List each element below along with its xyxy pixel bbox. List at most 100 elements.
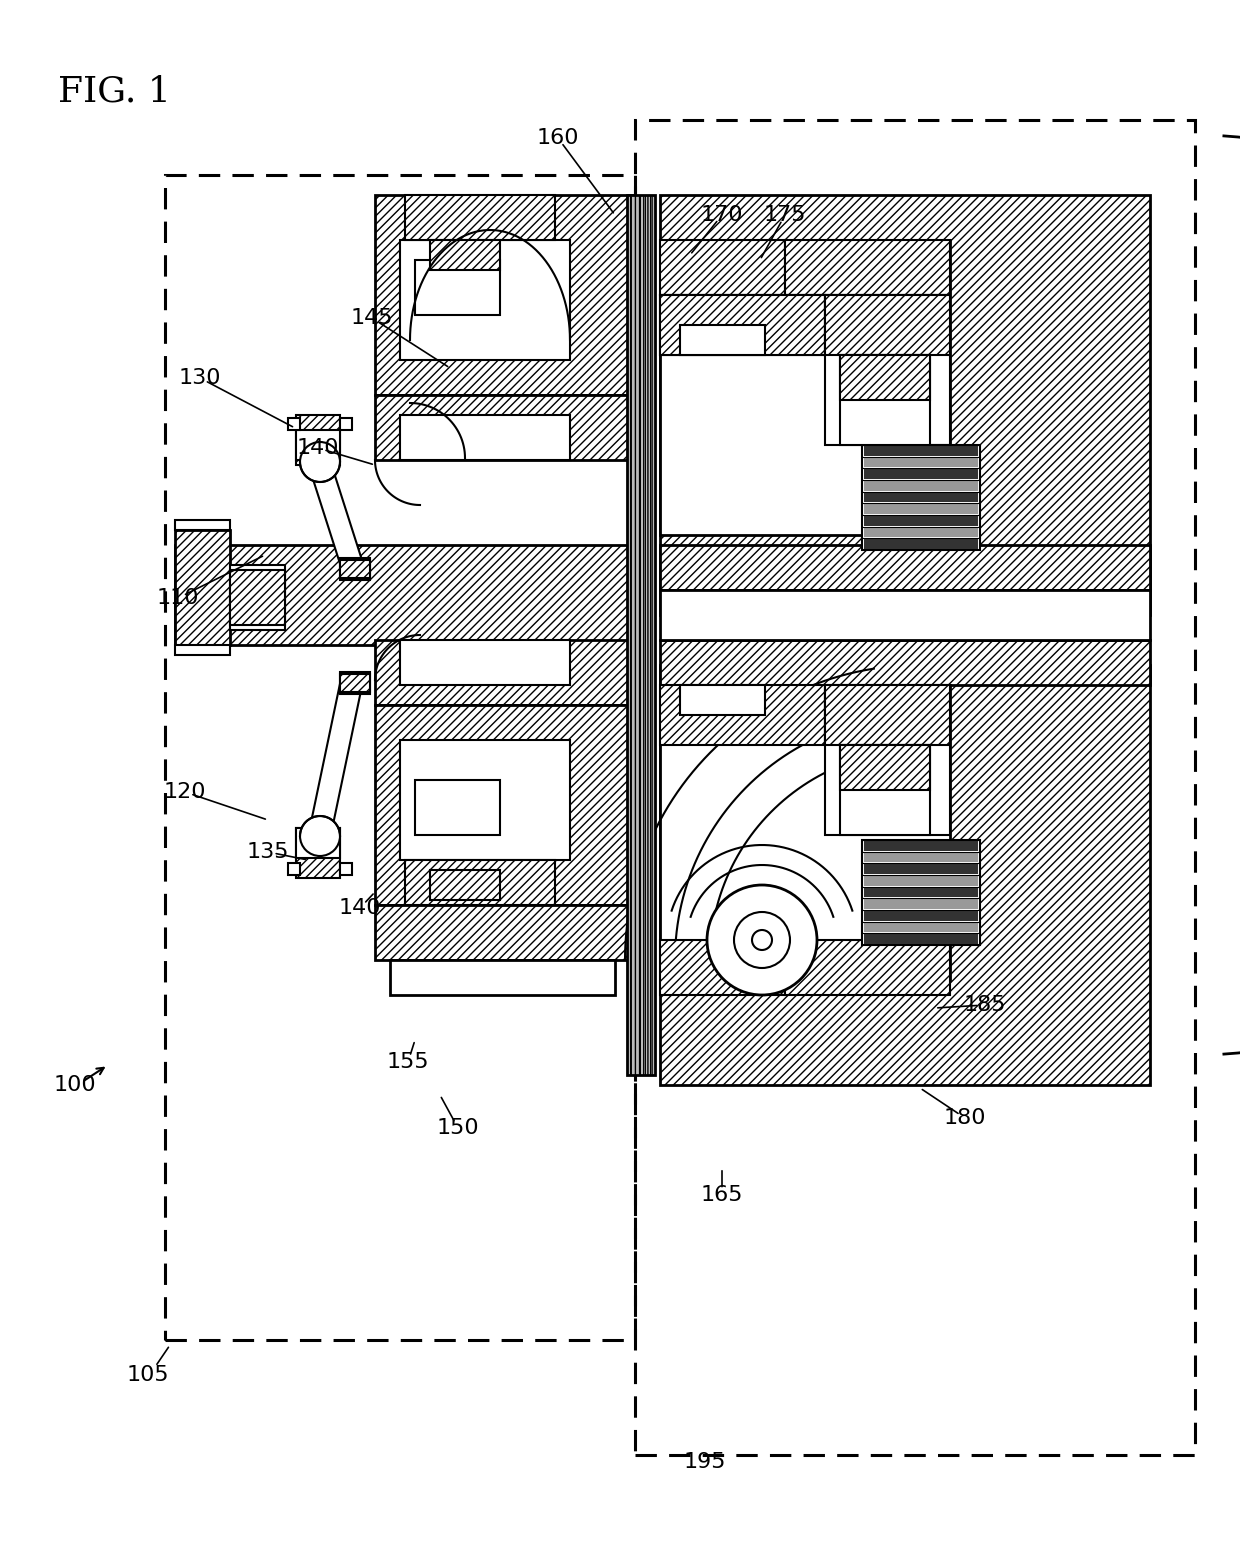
Bar	[288, 862, 300, 875]
Text: 130: 130	[179, 368, 221, 388]
Text: 155: 155	[387, 1052, 429, 1072]
Bar	[405, 861, 556, 905]
Bar	[864, 887, 978, 897]
Bar	[401, 415, 570, 460]
Circle shape	[300, 441, 340, 482]
Bar	[229, 570, 285, 624]
Bar	[864, 504, 978, 513]
Bar	[839, 355, 930, 401]
Bar	[660, 685, 950, 980]
Bar	[229, 565, 285, 631]
Circle shape	[751, 930, 773, 950]
Bar	[296, 415, 340, 465]
Bar	[660, 196, 1149, 615]
Bar	[864, 864, 978, 873]
Bar	[288, 418, 300, 430]
Bar	[864, 446, 978, 455]
Bar	[839, 355, 930, 444]
Bar	[340, 418, 352, 430]
Bar	[660, 665, 1149, 1085]
Bar	[175, 645, 229, 656]
Bar	[825, 685, 950, 745]
Bar	[340, 675, 370, 692]
Bar	[660, 590, 1149, 640]
Bar	[340, 862, 352, 875]
Bar	[165, 175, 635, 1340]
Bar	[825, 294, 950, 355]
Bar	[401, 740, 570, 861]
Text: 195: 195	[683, 1452, 727, 1473]
Bar	[864, 480, 978, 491]
Bar	[175, 545, 635, 645]
Bar	[660, 294, 825, 355]
Bar	[825, 685, 950, 836]
Bar	[415, 260, 500, 315]
Bar	[660, 941, 785, 995]
Bar	[862, 444, 980, 549]
Bar	[430, 870, 500, 900]
Text: 160: 160	[537, 128, 579, 149]
Bar	[430, 239, 500, 271]
Bar	[340, 671, 370, 693]
Circle shape	[300, 815, 340, 856]
Bar	[374, 196, 635, 394]
Bar	[660, 685, 825, 745]
Bar	[680, 685, 765, 715]
Bar	[374, 394, 635, 460]
Bar	[296, 430, 340, 460]
Text: 110: 110	[156, 588, 200, 607]
Bar	[296, 828, 340, 878]
Text: 120: 120	[164, 782, 206, 801]
Text: FIG. 1: FIG. 1	[58, 75, 171, 110]
Bar	[864, 516, 978, 526]
Bar	[401, 640, 570, 685]
Bar	[340, 559, 370, 581]
Bar	[839, 745, 930, 790]
Bar	[374, 704, 635, 905]
Bar	[340, 560, 370, 577]
Bar	[825, 294, 950, 444]
Bar	[839, 745, 930, 836]
Bar	[864, 840, 978, 851]
Bar	[680, 326, 765, 355]
Circle shape	[734, 912, 790, 969]
Bar	[864, 527, 978, 537]
Bar	[864, 493, 978, 502]
Text: 100: 100	[53, 1075, 97, 1095]
Bar	[660, 239, 950, 535]
Circle shape	[707, 884, 817, 995]
Polygon shape	[310, 462, 362, 568]
Text: 145: 145	[351, 308, 393, 329]
Text: 140: 140	[296, 438, 340, 459]
Bar	[864, 934, 978, 944]
Bar	[864, 876, 978, 886]
Bar	[785, 941, 950, 995]
Bar	[635, 121, 1195, 1455]
Bar	[627, 196, 655, 1075]
Bar	[862, 840, 980, 945]
Bar	[660, 615, 1149, 665]
Text: 140: 140	[339, 898, 381, 919]
Bar	[391, 959, 615, 995]
Bar	[175, 531, 229, 645]
Text: 105: 105	[126, 1365, 170, 1385]
Bar	[785, 239, 950, 294]
Bar	[415, 779, 500, 836]
Bar	[374, 640, 635, 704]
Text: 175: 175	[764, 205, 806, 225]
Bar	[864, 923, 978, 933]
Bar	[660, 545, 1149, 590]
Text: 150: 150	[436, 1117, 480, 1138]
Bar	[864, 470, 978, 479]
Bar	[401, 239, 570, 360]
Bar	[405, 196, 556, 239]
Bar	[864, 911, 978, 920]
Bar	[660, 239, 785, 294]
Bar	[660, 294, 825, 355]
Bar	[864, 853, 978, 862]
Bar	[864, 900, 978, 909]
Text: 135: 135	[247, 842, 289, 862]
Bar	[864, 457, 978, 468]
Bar	[296, 828, 340, 858]
Bar	[374, 905, 635, 959]
